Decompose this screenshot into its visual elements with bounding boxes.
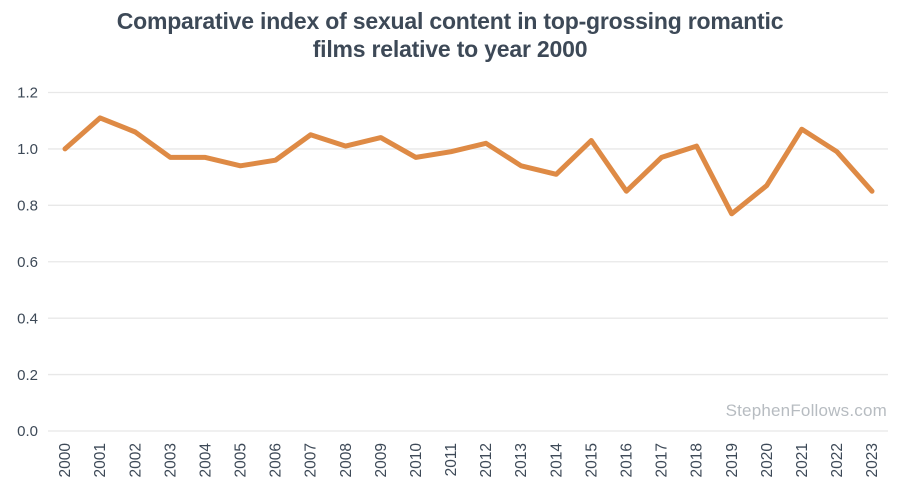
y-tick-label: 0.6 (17, 254, 38, 271)
x-tick-label: 2018 (689, 443, 706, 477)
y-tick-label: 0.4 (17, 310, 38, 327)
y-tick-label: 1.0 (17, 141, 38, 158)
chart-title-line-1: Comparative index of sexual content in t… (116, 8, 784, 34)
x-tick-label: 2008 (338, 443, 355, 477)
x-tick-label: 2021 (794, 443, 811, 477)
chart-title-line-2: films relative to year 2000 (312, 36, 588, 62)
x-tick-label: 2006 (268, 443, 285, 477)
data-line-series (62, 115, 875, 217)
x-tick-label: 2010 (408, 443, 425, 478)
x-tick-label: 2000 (57, 443, 74, 478)
y-tick-label: 0.2 (17, 367, 38, 384)
x-tick-label: 2017 (654, 443, 671, 477)
y-tick-label: 0.8 (17, 198, 38, 215)
x-tick-label: 2015 (583, 443, 600, 477)
x-tick-label: 2019 (724, 443, 741, 477)
x-tick-label: 2001 (92, 443, 109, 477)
x-tick-label: 2014 (548, 443, 565, 478)
x-tick-label: 2011 (443, 443, 460, 476)
x-tick-label: 2013 (513, 443, 530, 477)
y-tick-label: 0.0 (17, 423, 38, 440)
x-tick-label: 2009 (373, 443, 390, 477)
x-tick-label: 2016 (619, 443, 636, 477)
x-tick-label: 2004 (197, 443, 214, 478)
x-tick-label: 2007 (303, 443, 320, 477)
x-tick-label: 2022 (829, 443, 846, 477)
x-tick-label: 2003 (162, 443, 179, 477)
chart-title: Comparative index of sexual content in t… (0, 7, 900, 63)
watermark: StephenFollows.com (725, 401, 887, 420)
x-tick-label: 2002 (127, 443, 144, 477)
x-tick-label: 2012 (478, 443, 495, 477)
x-tick-label: 2020 (759, 443, 776, 478)
x-tick-label: 2005 (233, 443, 250, 477)
x-tick-label: 2023 (864, 443, 881, 477)
y-tick-label: 1.2 (17, 85, 38, 102)
